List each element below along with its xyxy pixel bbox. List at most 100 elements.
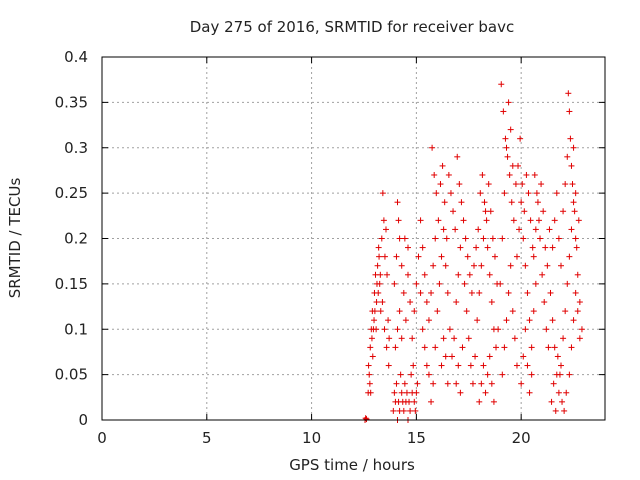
- data-point: [527, 217, 534, 224]
- data-point: [466, 271, 473, 278]
- data-point: [413, 280, 420, 287]
- data-point: [530, 253, 537, 260]
- data-point: [576, 299, 583, 306]
- data-point: [379, 299, 386, 306]
- y-tick-label: 0.3: [64, 139, 88, 157]
- data-point: [561, 407, 568, 414]
- data-point: [481, 199, 488, 206]
- data-point: [459, 344, 466, 351]
- data-point: [430, 380, 437, 387]
- x-axis-label: GPS time / hours: [289, 456, 415, 474]
- data-point: [567, 135, 574, 142]
- data-point: [371, 317, 378, 324]
- data-point: [566, 371, 573, 378]
- data-point: [512, 181, 519, 188]
- data-point: [452, 226, 459, 233]
- data-point: [433, 190, 440, 197]
- data-point: [568, 344, 575, 351]
- data-point: [521, 208, 528, 215]
- data-point: [497, 280, 504, 287]
- data-point: [385, 362, 392, 369]
- data-point: [396, 308, 403, 315]
- data-point: [572, 235, 579, 242]
- data-point: [379, 190, 386, 197]
- data-point: [419, 326, 426, 333]
- data-point: [484, 244, 491, 251]
- y-axis-label: SRMTID / TECUs: [6, 178, 24, 299]
- data-point: [488, 380, 495, 387]
- data-point: [461, 280, 468, 287]
- data-point: [439, 162, 446, 169]
- data-point: [408, 371, 415, 378]
- chart-title: Day 275 of 2016, SRMTID for receiver bav…: [190, 18, 515, 36]
- data-point: [570, 144, 577, 151]
- data-point: [560, 208, 567, 215]
- data-point: [367, 344, 374, 351]
- data-point: [397, 371, 404, 378]
- data-point: [407, 299, 414, 306]
- data-point: [453, 299, 460, 306]
- data-point: [381, 326, 388, 333]
- data-point: [476, 398, 483, 405]
- data-point: [432, 235, 439, 242]
- data-point: [367, 389, 374, 396]
- data-point: [401, 235, 408, 242]
- data-point: [572, 289, 579, 296]
- data-point: [425, 317, 432, 324]
- data-point: [407, 407, 414, 414]
- data-point: [440, 226, 447, 233]
- data-point: [491, 253, 498, 260]
- data-point: [549, 244, 556, 251]
- data-point: [524, 289, 531, 296]
- data-point: [486, 353, 493, 360]
- data-point: [570, 317, 577, 324]
- data-point: [413, 389, 420, 396]
- data-point: [499, 371, 506, 378]
- data-point: [406, 398, 413, 405]
- data-point: [380, 217, 387, 224]
- data-point: [551, 344, 558, 351]
- data-point: [548, 398, 555, 405]
- data-point: [507, 262, 514, 269]
- data-point: [373, 280, 380, 287]
- data-point: [404, 271, 411, 278]
- data-point: [498, 81, 505, 88]
- y-tick-label: 0.15: [55, 275, 88, 293]
- data-point: [456, 181, 463, 188]
- data-point: [395, 217, 402, 224]
- data-point: [545, 344, 552, 351]
- data-point: [501, 344, 508, 351]
- data-point: [366, 371, 373, 378]
- data-point: [574, 308, 581, 315]
- data-point: [500, 108, 507, 115]
- data-point: [445, 171, 452, 178]
- data-point: [423, 299, 430, 306]
- data-point: [453, 380, 460, 387]
- x-tick-label: 0: [97, 429, 107, 447]
- data-point: [435, 217, 442, 224]
- data-point: [421, 271, 428, 278]
- x-tick-labels: 0 5 10 15 20: [97, 429, 530, 447]
- data-point: [562, 181, 569, 188]
- data-point: [507, 126, 514, 133]
- data-point: [443, 235, 450, 242]
- data-point: [540, 208, 547, 215]
- data-point: [363, 416, 370, 423]
- data-point: [455, 271, 462, 278]
- data-point: [490, 398, 497, 405]
- data-point: [365, 362, 372, 369]
- data-point: [528, 371, 535, 378]
- data-point: [529, 244, 536, 251]
- x-tick-label: 10: [302, 429, 321, 447]
- data-point: [532, 280, 539, 287]
- data-point: [482, 208, 489, 215]
- data-point: [557, 362, 564, 369]
- data-point: [468, 289, 475, 296]
- data-point: [411, 308, 418, 315]
- data-point: [467, 362, 474, 369]
- y-tick-label: 0.1: [64, 320, 88, 338]
- data-point: [366, 380, 373, 387]
- data-point: [526, 389, 533, 396]
- data-point: [539, 271, 546, 278]
- data-point: [455, 362, 462, 369]
